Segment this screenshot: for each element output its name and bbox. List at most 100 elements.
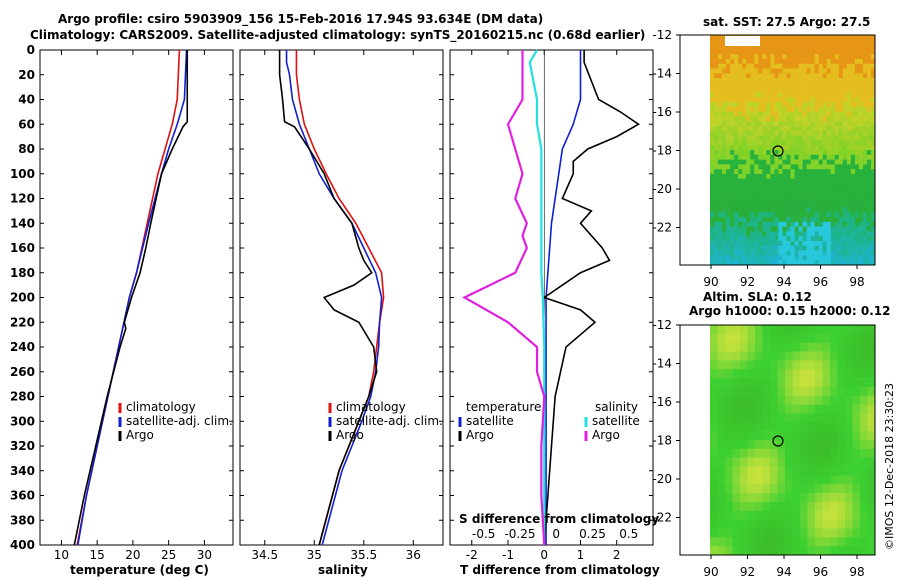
lon-tick-label: 92 (740, 275, 755, 289)
map-pixel (714, 111, 719, 117)
map-pixel (782, 250, 787, 256)
map-pixel (714, 49, 719, 55)
map-pixel (830, 413, 838, 423)
map-pixel (766, 178, 771, 184)
map-pixel (867, 386, 876, 397)
map-pixel (785, 431, 793, 441)
map-pixel (782, 217, 787, 223)
map-pixel (766, 173, 771, 180)
map-pixel (726, 102, 731, 108)
map-pixel (714, 183, 719, 189)
map-pixel (777, 333, 786, 343)
map-pixel (717, 537, 726, 547)
map-pixel (860, 404, 868, 414)
map-pixel (815, 546, 823, 556)
map-pixel (785, 333, 793, 343)
map-pixel (854, 92, 860, 98)
map-pixel (830, 241, 836, 247)
map-pixel (800, 386, 808, 397)
map-pixel (838, 87, 844, 93)
map-pixel (800, 501, 808, 512)
map-pixel (782, 236, 787, 242)
map-pixel (777, 325, 786, 335)
map-pixel (782, 68, 787, 74)
map-pixel (774, 97, 779, 103)
map-pixel (834, 130, 840, 136)
map-pixel (734, 260, 739, 266)
map-pixel (725, 369, 733, 379)
map-pixel (846, 197, 852, 204)
map-pixel (778, 63, 783, 69)
map-pixel (802, 212, 807, 218)
map-pixel (810, 111, 815, 117)
map-pixel (790, 82, 795, 89)
map-pixel (714, 212, 719, 218)
map-pixel (742, 154, 747, 160)
map-pixel (790, 102, 795, 108)
map-pixel (732, 466, 741, 476)
map-pixel (746, 68, 751, 74)
map-pixel (870, 255, 876, 261)
map-pixel (862, 140, 868, 146)
map-pixel (778, 159, 783, 165)
map-pixel (846, 193, 852, 199)
map-pixel (838, 140, 844, 146)
map-pixel (762, 82, 767, 89)
map-pixel (862, 82, 868, 89)
map-pixel (738, 102, 743, 108)
map-pixel (774, 231, 779, 237)
map-pixel (762, 221, 767, 227)
map-pixel (732, 484, 741, 494)
map-pixel (860, 457, 868, 467)
map-pixel (826, 164, 832, 170)
map-pixel (742, 245, 747, 251)
map-pixel (778, 145, 783, 151)
x-tick-label: 34.5 (251, 548, 278, 562)
map-pixel (782, 102, 787, 108)
map-pixel (730, 202, 735, 208)
temperature-x-axis: 10 15 20 25 30 (54, 50, 212, 562)
map-pixel (774, 106, 779, 112)
map-pixel (834, 250, 840, 256)
map-pixel (782, 154, 787, 160)
map-pixel (734, 130, 739, 136)
map-pixel (758, 106, 763, 112)
map-pixel (854, 250, 860, 256)
map-pixel (762, 130, 767, 136)
map-pixel (778, 164, 783, 170)
map-pixel (714, 250, 719, 256)
map-pixel (770, 457, 778, 467)
map-pixel (845, 537, 853, 547)
map-pixel (754, 226, 759, 232)
map-pixel (778, 92, 783, 98)
map-pixel (794, 212, 799, 218)
map-pixel (845, 546, 853, 556)
map-pixel (758, 73, 763, 79)
map-pixel (786, 97, 791, 103)
map-pixel (822, 537, 831, 547)
map-pixel (807, 395, 816, 405)
map-pixel (778, 193, 783, 199)
map-pixel (810, 202, 815, 208)
map-pixel (834, 217, 840, 223)
map-pixel (786, 245, 791, 251)
map-pixel (762, 178, 767, 184)
map-pixel (732, 519, 741, 529)
map-pixel (850, 183, 856, 189)
map-pixel (810, 250, 815, 256)
map-pixel (710, 360, 718, 370)
map-pixel (852, 475, 861, 485)
map-pixel (742, 231, 747, 237)
map-pixel (726, 97, 731, 103)
sla-lat-axis: -12-14-16-18-20-22 (652, 318, 680, 525)
map-pixel (755, 351, 763, 361)
map-pixel (830, 231, 836, 237)
map-pixel (734, 106, 739, 112)
map-pixel (758, 197, 763, 204)
map-pixel (807, 378, 816, 388)
map-pixel (742, 140, 747, 146)
map-pixel (734, 183, 739, 189)
map-pixel (806, 231, 811, 237)
map-pixel (845, 378, 853, 388)
map-pixel (755, 475, 763, 485)
